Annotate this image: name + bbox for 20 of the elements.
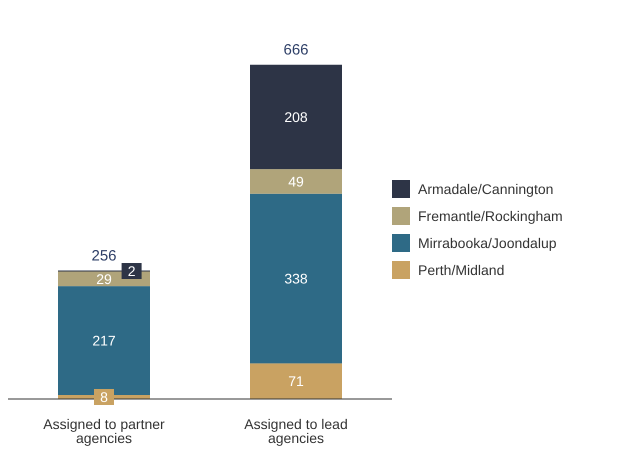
data-label: 29 [96,270,112,287]
data-label: 208 [284,108,308,125]
legend-label: Armadale/Cannington [418,180,554,196]
x-tick-label: Assigned to partner agencies [43,416,166,446]
data-label: 338 [284,270,308,287]
legend-label: Mirrabooka/Joondalup [418,234,557,250]
data-label: 217 [92,332,116,349]
data-label: 49 [288,173,304,190]
bar [250,363,342,399]
bar [250,169,342,194]
data-label: 71 [288,373,304,390]
legend-label: Fremantle/Rockingham [418,208,563,224]
bar [250,194,342,364]
x-tick-label: Assigned to lead agencies [244,416,348,446]
legend-label: Perth/Midland [418,262,504,278]
total-label: 666 [283,42,309,59]
data-label: 8 [100,388,108,405]
bar [250,64,342,170]
data-label: 2 [128,263,136,280]
total-label: 256 [91,248,117,265]
